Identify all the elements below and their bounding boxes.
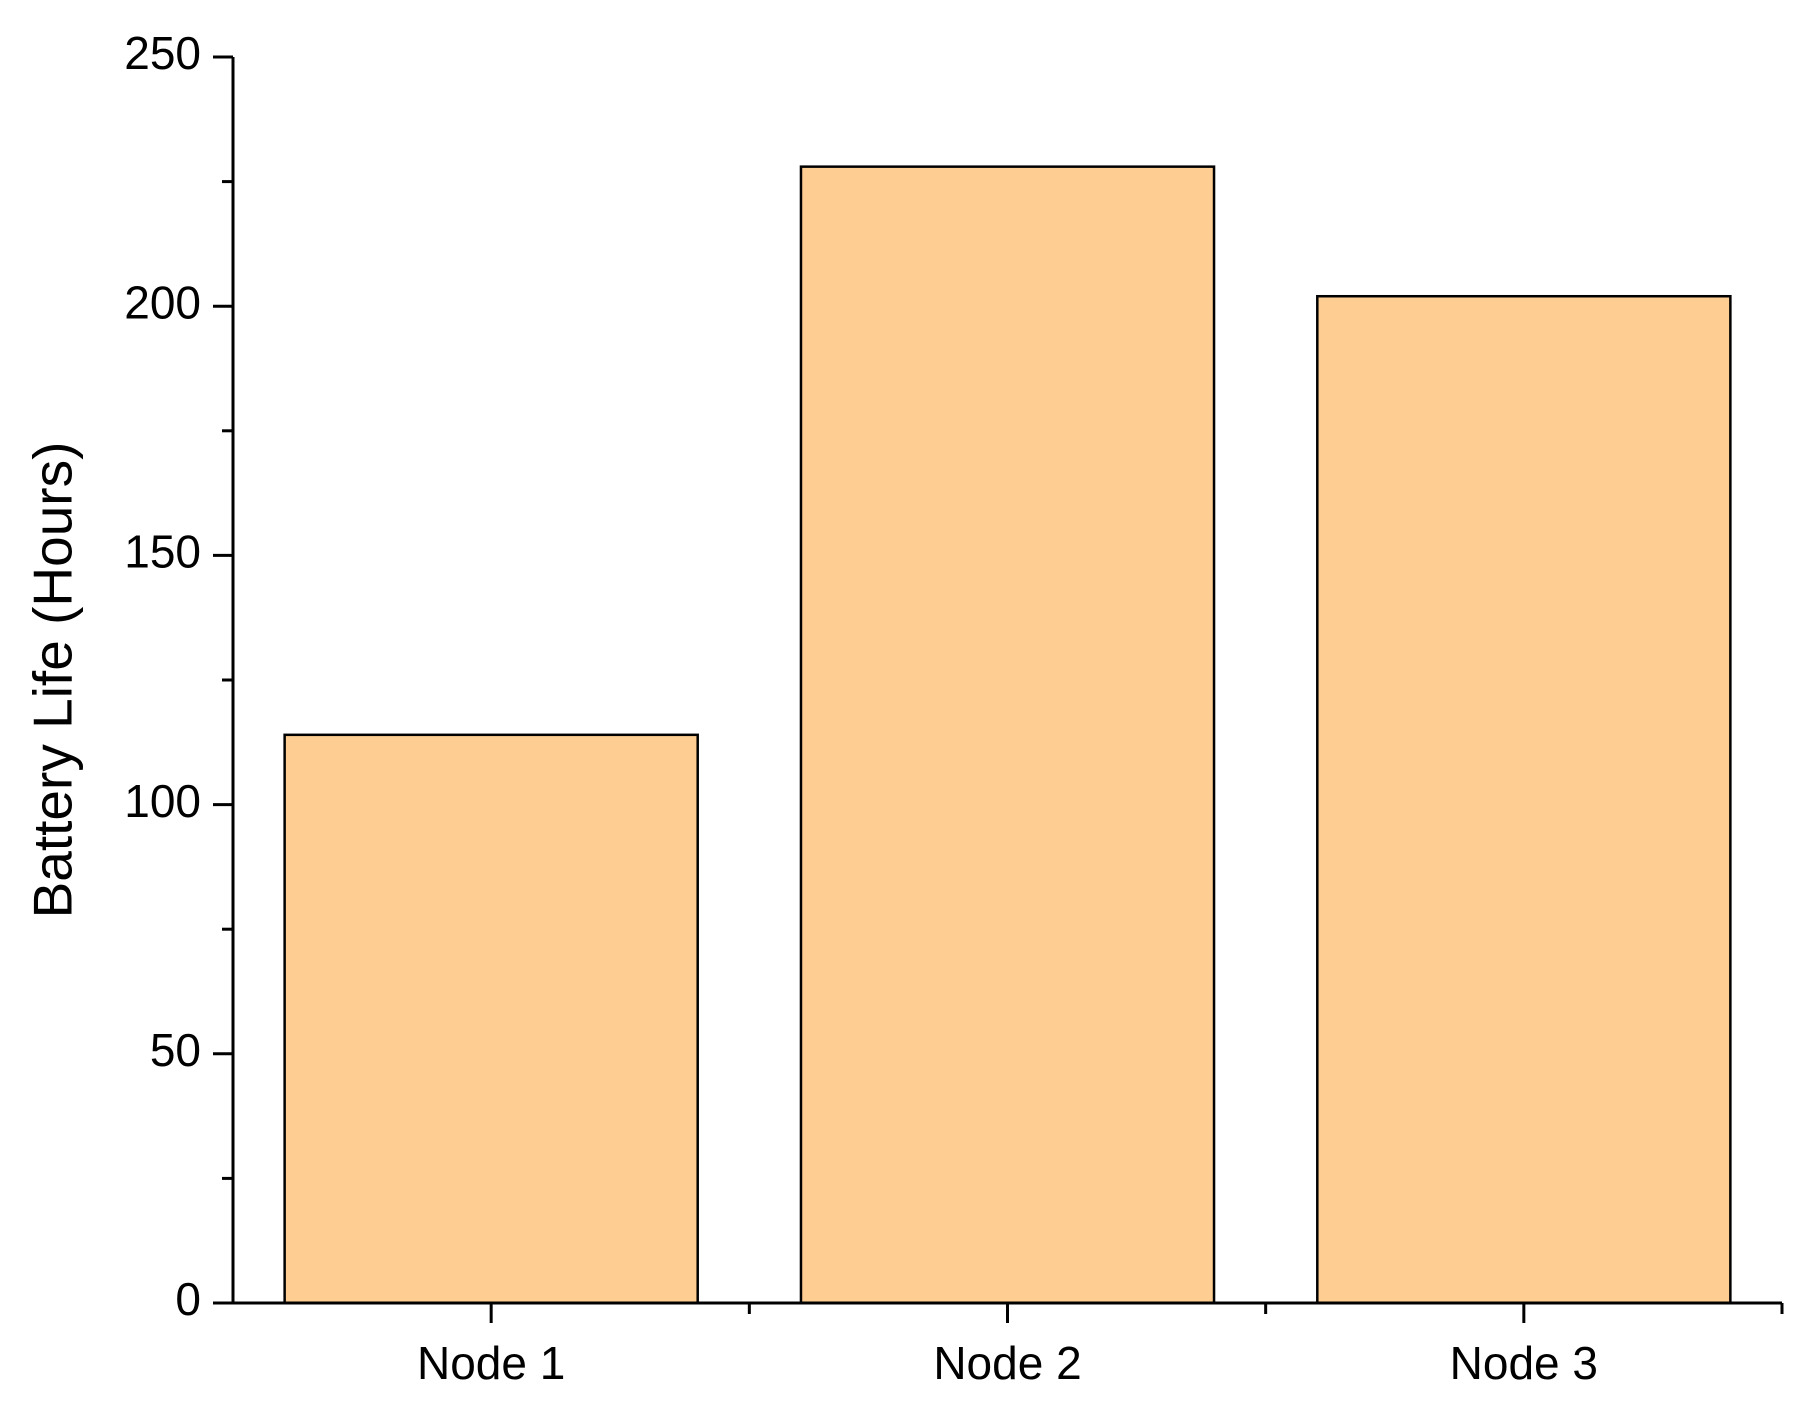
bar	[799, 165, 1216, 1305]
x-tick-label: Node 2	[933, 1337, 1081, 1389]
y-tick-label: 150	[124, 526, 201, 578]
bar	[1316, 294, 1732, 1305]
x-tick-label: Node 1	[417, 1337, 565, 1389]
y-axis-label: Battery Life (Hours)	[22, 442, 84, 919]
y-tick-label: 250	[124, 27, 201, 79]
bar	[283, 733, 699, 1305]
y-tick-label: 100	[124, 775, 201, 827]
y-tick-label: 50	[150, 1024, 201, 1076]
x-tick-label: Node 3	[1450, 1337, 1598, 1389]
y-tick-label: 0	[175, 1273, 201, 1325]
y-tick-label: 200	[124, 276, 201, 328]
